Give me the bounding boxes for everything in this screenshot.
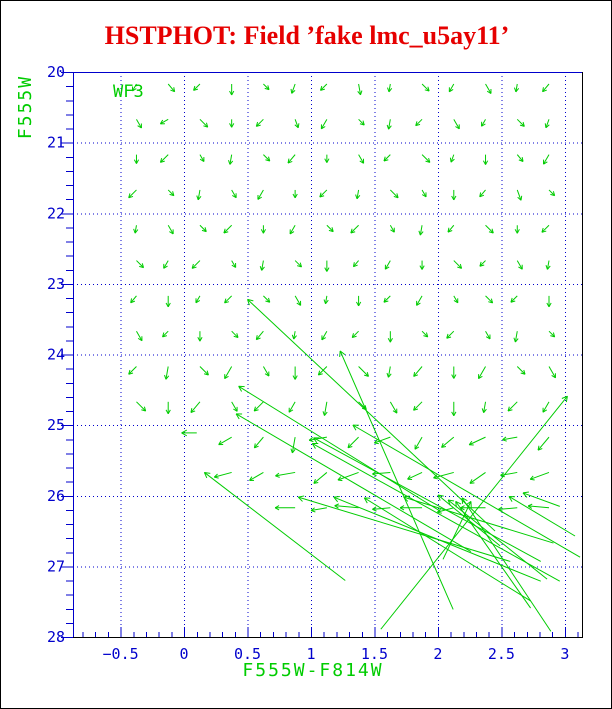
svg-text:3: 3 (560, 645, 569, 663)
svg-text:2: 2 (433, 645, 442, 663)
page-title: HSTPHOT: Field ’fake lmc_u5ay11’ (104, 21, 510, 50)
svg-text:26: 26 (47, 487, 65, 505)
y-axis-label: F555W (15, 75, 36, 139)
svg-text:0: 0 (180, 645, 189, 663)
svg-text:1.5: 1.5 (361, 645, 388, 663)
svg-text:22: 22 (47, 204, 65, 222)
axis-labels: F555W-F814W F555W WF3 (15, 75, 383, 681)
axis-ticks (61, 72, 579, 638)
svg-text:20: 20 (47, 63, 65, 81)
vector-arrows (128, 83, 556, 514)
field-label: WF3 (113, 82, 144, 102)
svg-text:25: 25 (47, 416, 65, 434)
svg-text:1: 1 (306, 645, 315, 663)
svg-text:27: 27 (47, 557, 65, 575)
x-axis-label: F555W-F814W (242, 660, 383, 681)
plot-frame (73, 72, 583, 638)
grid-lines (73, 72, 582, 637)
tick-labels: 20 21 22 23 24 25 26 27 28 −0.5 0 0.5 1 1.5 2 2.5 3 (47, 63, 569, 663)
svg-text:−0.5: −0.5 (103, 645, 139, 663)
svg-text:2.5: 2.5 (488, 645, 515, 663)
long-vectors (181, 298, 581, 632)
svg-text:21: 21 (47, 134, 65, 152)
svg-text:24: 24 (47, 346, 65, 364)
svg-text:23: 23 (47, 275, 65, 293)
svg-text:0.5: 0.5 (234, 645, 261, 663)
svg-text:28: 28 (47, 628, 65, 646)
